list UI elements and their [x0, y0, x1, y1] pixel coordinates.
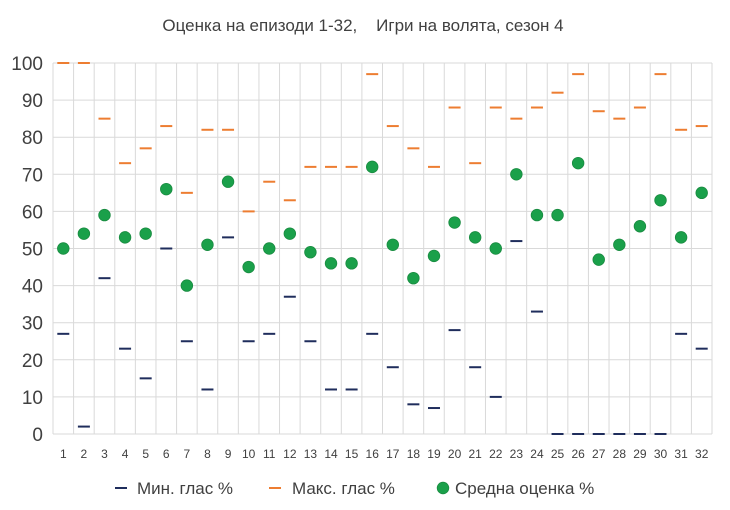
data-point: [283, 227, 297, 240]
data-point: [551, 208, 564, 222]
y-tick-label: 10: [22, 388, 43, 409]
data-point: [221, 175, 235, 188]
data-point: [427, 249, 441, 263]
x-tick-label: 3: [101, 447, 108, 461]
y-axis-ticks: 0 10 20 30 40 50 60 70 80 90 100: [11, 54, 43, 446]
x-tick-label: 15: [345, 447, 359, 461]
data-point: [448, 216, 461, 229]
x-tick-label: 12: [283, 447, 297, 461]
y-tick-label: 0: [32, 425, 43, 446]
data-point: [510, 168, 523, 181]
legend-label: Мин. глас %: [137, 479, 233, 498]
data-point: [468, 231, 482, 244]
data-point: [366, 160, 379, 174]
series-2: [57, 156, 708, 292]
y-tick-label: 20: [22, 351, 43, 372]
data-point: [407, 271, 420, 285]
x-tick-label: 5: [142, 447, 149, 461]
data-point: [242, 260, 255, 274]
series-1: [57, 62, 708, 213]
data-point: [180, 279, 194, 292]
legend-label: Средна оценка %: [455, 479, 594, 498]
data-point: [324, 257, 338, 270]
data-point: [674, 231, 688, 244]
data-point: [386, 238, 399, 251]
series-0: [57, 236, 708, 435]
y-tick-label: 50: [22, 240, 43, 261]
x-tick-label: 4: [122, 447, 129, 461]
data-point: [57, 242, 70, 255]
x-tick-label: 24: [530, 447, 544, 461]
x-tick-label: 20: [448, 447, 462, 461]
data-point: [77, 227, 91, 240]
x-tick-label: 29: [633, 447, 647, 461]
x-tick-label: 10: [242, 447, 256, 461]
x-tick-label: 25: [551, 447, 565, 461]
x-tick-label: 32: [695, 447, 709, 461]
data-point: [139, 227, 152, 240]
x-axis-ticks: 1 2 3 4 5 6 7 8 9 10 11 12 13 14 15 16 17 18 19 20 21 22 23 24 2…: [60, 447, 709, 461]
x-tick-label: 31: [674, 447, 688, 461]
data-point: [592, 253, 605, 266]
y-tick-label: 60: [22, 202, 43, 223]
x-tick-label: 18: [407, 447, 421, 461]
data-point: [530, 208, 544, 222]
x-tick-label: 30: [654, 447, 668, 461]
x-tick-label: 11: [263, 447, 276, 461]
data-point: [201, 238, 214, 251]
legend: Мин. глас % Макс. глас % Средна оценка %: [115, 479, 594, 498]
data-point: [489, 242, 502, 255]
x-tick-label: 6: [163, 447, 170, 461]
y-tick-label: 70: [22, 165, 43, 186]
data-point: [695, 186, 708, 200]
x-tick-label: 7: [184, 447, 191, 461]
y-tick-label: 40: [22, 277, 43, 298]
data-point: [345, 257, 358, 270]
y-tick-label: 30: [22, 314, 43, 335]
x-tick-label: 16: [366, 447, 380, 461]
chart-title: Оценка на епизоди 1-32, Игри на волята, …: [162, 16, 563, 35]
y-tick-label: 80: [22, 128, 43, 149]
data-point: [571, 156, 585, 170]
x-tick-label: 8: [204, 447, 211, 461]
data-point: [613, 238, 626, 251]
legend-marker: [436, 481, 450, 495]
legend-label: Макс. глас %: [292, 479, 395, 498]
x-tick-label: 17: [386, 447, 400, 461]
x-tick-label: 22: [489, 447, 503, 461]
series-marks: [57, 62, 708, 435]
data-point: [98, 208, 111, 222]
x-tick-label: 28: [613, 447, 627, 461]
x-tick-label: 13: [304, 447, 318, 461]
data-point: [160, 182, 173, 196]
data-point: [263, 242, 276, 255]
gridlines: [52, 62, 713, 435]
x-tick-label: 23: [510, 447, 524, 461]
x-tick-label: 21: [468, 447, 482, 461]
data-point: [304, 246, 317, 259]
data-point: [654, 194, 667, 207]
x-tick-label: 14: [324, 447, 338, 461]
y-tick-label: 90: [22, 91, 43, 112]
x-tick-label: 9: [225, 447, 232, 461]
x-tick-label: 26: [571, 447, 585, 461]
y-tick-label: 100: [11, 54, 43, 75]
data-point: [633, 220, 647, 233]
data-point: [118, 231, 132, 244]
x-tick-label: 1: [60, 447, 67, 461]
x-tick-label: 2: [81, 447, 88, 461]
x-tick-label: 27: [592, 447, 606, 461]
x-tick-label: 19: [427, 447, 441, 461]
